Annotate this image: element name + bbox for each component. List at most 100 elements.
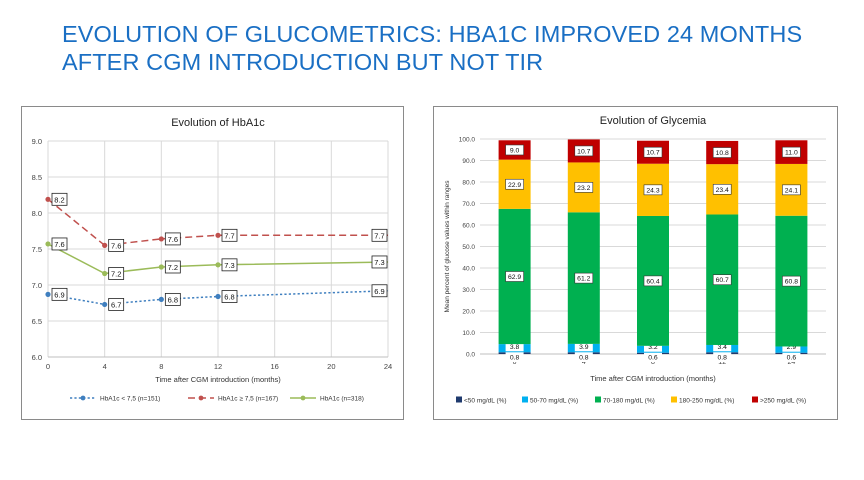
y-tick-label: 80.0 (462, 180, 475, 187)
data-label-box (782, 275, 801, 287)
data-label-box (164, 232, 181, 246)
data-label-box (51, 287, 68, 301)
data-label-box (782, 341, 801, 352)
x-tick-label: 8 (651, 359, 655, 366)
x-tick-label: 12 (718, 359, 726, 366)
data-label-box (644, 341, 662, 352)
data-label: 3.8 (510, 344, 520, 351)
legend-label: 50-70 mg/dL (%) (530, 398, 578, 405)
x-tick-label: 24 (788, 359, 796, 366)
data-label: 10.8 (716, 150, 729, 157)
data-label: 3.4 (717, 344, 727, 351)
legend-label: >250 mg/dL (%) (760, 398, 806, 405)
data-label-box (644, 352, 662, 362)
data-label-box (221, 228, 238, 242)
data-point (158, 296, 164, 302)
data-point (215, 232, 221, 238)
data-label-box (51, 237, 68, 251)
data-label: 24.1 (785, 187, 798, 194)
data-label-box (574, 145, 594, 157)
data-label-box (164, 260, 181, 274)
hba1c-chart: Evolution of HbA1c 6.0 6.5 7.0 7.5 8.0 8.5 9.0 0… (32, 117, 393, 403)
data-label-box (712, 147, 732, 158)
chart-title: Evolution of Glycemia (600, 115, 707, 127)
x-tick-label: 4 (103, 362, 107, 371)
legend-swatch-250-mg-dl (752, 396, 758, 403)
data-label: 6.9 (54, 290, 64, 299)
legend-swatch-70-180-mg-dl (595, 396, 601, 403)
data-label: 7.6 (168, 235, 178, 244)
data-label-box (371, 228, 388, 242)
data-label-box (574, 341, 593, 352)
y-tick-label: 30.0 (462, 287, 475, 294)
data-label: 2.9 (787, 344, 797, 351)
data-point (45, 291, 51, 297)
data-label-box (221, 258, 238, 272)
glycemia-chart: Evolution of Glycemia 0.0 10.0 20.0 30.0 40.0… (444, 115, 826, 405)
y-axis-title: Mean percent of glucose values within ra… (444, 180, 451, 313)
hba1c-chart-panel: Evolution of HbA1c 6.0 6.5 7.0 7.5 8.0 8.5 9.0 0… (21, 106, 404, 420)
data-label-box (713, 352, 732, 362)
legend-label: 70-180 mg/dL (%) (603, 398, 655, 405)
legend-label: 180-250 mg/dL (%) (679, 398, 734, 405)
legend-label: HbA1c < 7,5 (n=151) (100, 396, 160, 403)
data-label: 23.2 (577, 185, 590, 192)
legend-marker (80, 395, 86, 401)
data-label-box (108, 238, 125, 252)
data-label: 3.2 (648, 344, 658, 351)
data-label: 23.4 (716, 187, 729, 194)
data-label-box (221, 290, 238, 303)
y-tick-label: 40.0 (462, 266, 475, 273)
data-point (45, 196, 51, 202)
legend-marker (300, 395, 306, 401)
data-label: 7.7 (224, 231, 234, 240)
x-axis-title: Time after CGM introduction (months) (590, 374, 716, 383)
data-label-box (505, 178, 524, 190)
x-tick-label: 24 (384, 362, 392, 371)
data-label-box (574, 182, 594, 193)
y-tick-label: 50.0 (462, 244, 475, 251)
data-label-box (51, 192, 68, 206)
y-tick-label: 10.0 (462, 330, 475, 337)
data-label-box (108, 267, 125, 280)
legend-swatch-50-mg-dl (456, 396, 462, 403)
data-label-box (712, 184, 732, 195)
data-label: 7.3 (374, 258, 384, 267)
data-label: 6.8 (224, 293, 234, 302)
legend-swatch-180-250-mg-dl (671, 396, 677, 403)
y-tick-label: 6.5 (32, 317, 42, 326)
y-tick-label: 20.0 (462, 309, 475, 316)
data-label-box (712, 274, 732, 286)
data-label: 22.9 (508, 182, 521, 189)
data-label: 10.7 (646, 150, 659, 157)
x-tick-label: 0 (513, 359, 517, 366)
data-label: 7.7 (374, 231, 384, 240)
x-tick-label: 20 (327, 362, 335, 371)
data-point (215, 293, 221, 300)
data-point (102, 270, 108, 277)
data-label-box (505, 341, 524, 352)
data-label-box (713, 341, 732, 352)
data-label-box (643, 146, 663, 158)
x-tick-label: 8 (159, 362, 163, 371)
slide-title-line2: AFTER CGM INTRODUCTION BUT NOT TIR (62, 49, 544, 75)
y-tick-label: 8.0 (32, 209, 42, 218)
glycemia-chart-panel: Evolution of Glycemia 0.0 10.0 20.0 30.0 40.0… (433, 106, 838, 420)
chart-title: Evolution of HbA1c (171, 117, 265, 129)
data-label: 6.8 (168, 295, 178, 304)
slide-title: EVOLUTION OF GLUCOMETRICS: HBA1C IMPROVE… (62, 20, 842, 76)
legend-swatch-50-70-mg-dl (522, 396, 528, 403)
data-point (102, 301, 108, 308)
y-tick-label: 6.0 (32, 353, 42, 362)
data-label: 0.6 (787, 355, 797, 362)
legend-marker (198, 395, 204, 401)
data-label: 0.8 (510, 355, 520, 362)
data-label-box (505, 271, 524, 282)
data-label: 0.6 (648, 355, 658, 362)
data-label: 0.8 (717, 355, 727, 362)
y-tick-label: 9.0 (32, 137, 42, 146)
data-label-box (108, 298, 125, 311)
data-point (158, 264, 164, 270)
data-label-box (782, 184, 801, 196)
data-label-box (164, 292, 181, 306)
